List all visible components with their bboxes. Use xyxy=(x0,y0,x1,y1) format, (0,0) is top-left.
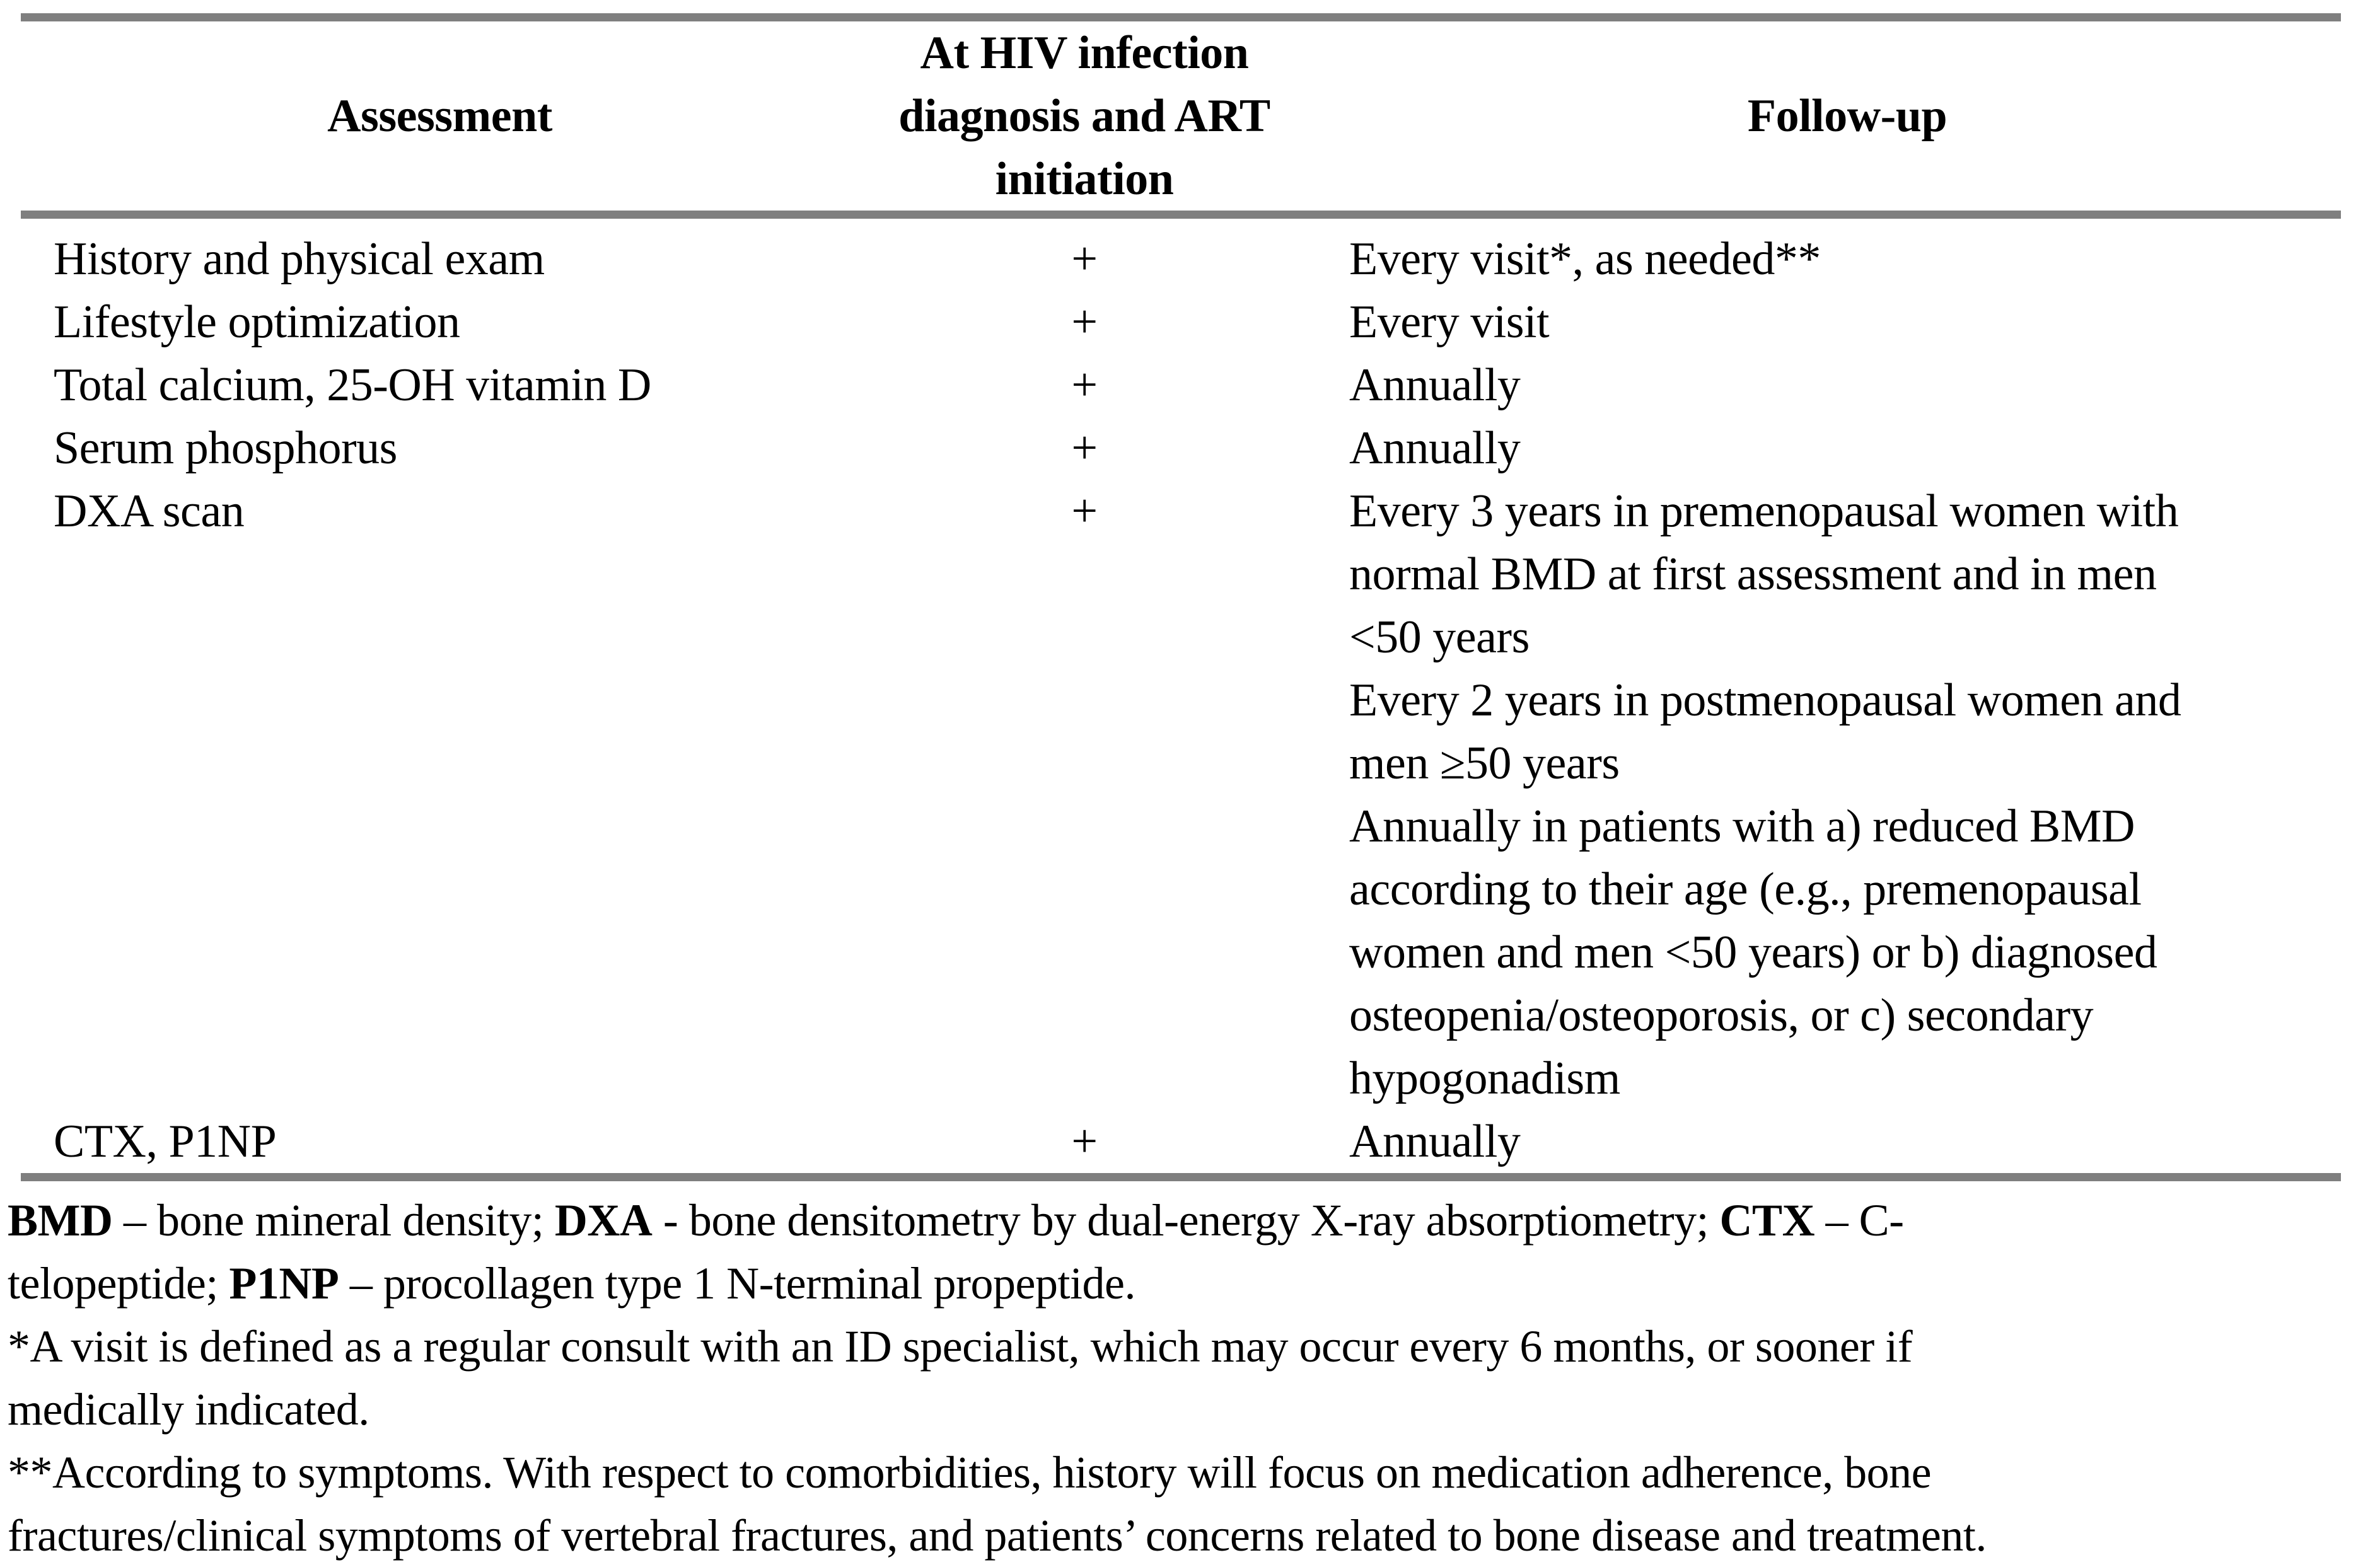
assessment-cell: CTX, P1NP xyxy=(54,1116,277,1167)
initiation-plus-cell: + xyxy=(1071,485,1098,537)
table-row-lifestyle-optimization: Lifestyle optimization + Every visit xyxy=(0,291,2380,354)
abbrev-p1np: P1NP xyxy=(229,1258,339,1309)
initiation-plus-cell: + xyxy=(1071,233,1098,285)
assessment-cell: Lifestyle optimization xyxy=(54,296,460,348)
followup-cell: Annually xyxy=(1349,1116,1521,1167)
assessment-cell: Serum phosphorus xyxy=(54,422,397,474)
followup-cell: Every visit xyxy=(1349,296,1550,348)
followup-cell: Annually xyxy=(1349,359,1521,411)
symptoms-note: **According to symptoms. With respect to… xyxy=(8,1447,1987,1561)
abbrev-bmd-definition: – bone mineral density; xyxy=(112,1195,555,1246)
followup-cell: Annually xyxy=(1349,422,1521,474)
abbrev-ctx-definition: – C- telopeptide; xyxy=(8,1195,1904,1309)
table-body: History and physical exam + Every visit*… xyxy=(0,219,2380,1173)
initiation-plus-cell: + xyxy=(1071,1116,1098,1167)
abbrev-dxa: DXA xyxy=(554,1195,653,1246)
column-header-assessment: Assessment xyxy=(327,90,552,142)
abbrev-ctx: CTX xyxy=(1719,1195,1815,1246)
table-top-rule xyxy=(21,13,2341,21)
followup-cell: Every visit*, as needed** xyxy=(1349,233,1821,285)
initiation-plus-cell: + xyxy=(1071,422,1098,474)
abbreviations-note: BMD – bone mineral density; DXA - bone d… xyxy=(8,1189,2371,1315)
table-header-rule xyxy=(21,211,2341,219)
table-bottom-rule xyxy=(21,1173,2341,1181)
abbrev-p1np-definition: – procollagen type 1 N-terminal propepti… xyxy=(339,1258,1136,1309)
assessment-cell: DXA scan xyxy=(54,485,245,537)
assessment-cell: History and physical exam xyxy=(54,233,545,285)
footnotes: BMD – bone mineral density; DXA - bone d… xyxy=(0,1189,2380,1567)
followup-cell: Every 3 years in premenopausal women wit… xyxy=(1349,485,2181,1104)
table-row-serum-phosphorus: Serum phosphorus + Annually xyxy=(0,417,2380,480)
table-row-history-physical-exam: History and physical exam + Every visit*… xyxy=(0,228,2380,291)
assessment-cell: Total calcium, 25-OH vitamin D xyxy=(54,359,651,411)
table-row-ctx-p1np: CTX, P1NP + Annually xyxy=(0,1110,2380,1173)
initiation-plus-cell: + xyxy=(1071,296,1098,348)
abbrev-dxa-definition: - bone densitometry by dual-energy X-ray… xyxy=(652,1195,1720,1246)
table-row-calcium-vitamin-d: Total calcium, 25-OH vitamin D + Annuall… xyxy=(0,354,2380,417)
initiation-plus-cell: + xyxy=(1071,359,1098,411)
table-header-row: Assessment At HIV infection diagnosis an… xyxy=(0,21,2380,211)
visit-definition-note: *A visit is defined as a regular consult… xyxy=(8,1321,1913,1435)
column-header-followup: Follow-up xyxy=(1747,90,1948,142)
column-header-initiation: At HIV infection diagnosis and ART initi… xyxy=(898,27,1270,205)
table-row-dxa-scan: DXA scan + Every 3 years in premenopausa… xyxy=(0,480,2380,1110)
abbrev-bmd: BMD xyxy=(8,1195,113,1246)
